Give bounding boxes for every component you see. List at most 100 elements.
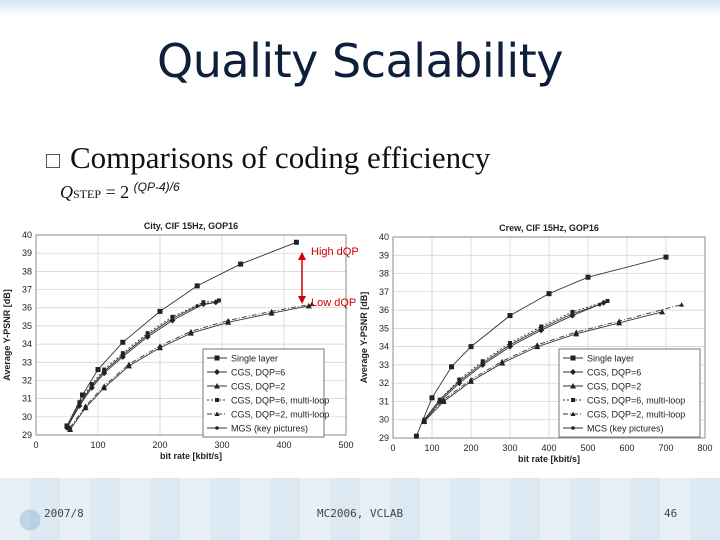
chart0-legend-label-3: CGS, DQP=6, multi-loop	[231, 396, 329, 406]
chart1-series-0-point-5	[546, 291, 552, 297]
chart1-series-3-point-5	[539, 324, 544, 329]
chart0-series-4-point-7	[269, 308, 275, 314]
chart1-ytick-label-6: 35	[379, 323, 389, 333]
chart0-ylabel: Average Y-PSNR [dB]	[2, 289, 12, 381]
chart0-series-line-3	[66, 300, 219, 427]
chart0-series-3-point-1	[77, 400, 82, 405]
footer-center: MC2006, VCLAB	[317, 507, 404, 520]
chart1-series-5-point-4	[508, 343, 512, 347]
chart0-series-line-0	[66, 241, 297, 427]
chart1-ytick-label-1: 30	[379, 415, 389, 425]
chart1-legend-label-1: CGS, DQP=6	[587, 368, 641, 378]
chart1-series-4-point-4	[534, 342, 540, 347]
chart0-series-3-point-7	[201, 300, 206, 305]
chart0-series-0-point-4	[157, 308, 163, 314]
chart1-legend-marker-1	[570, 369, 576, 375]
chart1-legend-label-3: CGS, DQP=6, multi-loop	[587, 396, 685, 406]
chart1-xtick-label-6: 600	[619, 443, 634, 453]
chart0-series-5-point-7	[195, 304, 199, 308]
top-decor-band	[0, 0, 720, 16]
chart1-legend-label-4: CGS, DQP=2, multi-loop	[587, 410, 685, 420]
chart0-series-3-point-6	[170, 314, 175, 319]
chart1-xtick-label-7: 700	[658, 443, 673, 453]
chart0-series-5-point-0	[65, 425, 69, 430]
chart0-xtick-label-2: 200	[152, 440, 167, 450]
chart0-legend-label-2: CGS, DQP=2	[231, 382, 285, 392]
chart0-xtick-label-4: 400	[276, 440, 291, 450]
chart1-ytick-label-11: 40	[379, 232, 389, 242]
chart0-series-4-point-1	[83, 403, 89, 408]
chart1-xtick-label-8: 800	[697, 443, 712, 453]
chart1-series-4-point-2	[468, 377, 474, 382]
formula-equals: = 2	[101, 182, 134, 202]
chart1-series-3-point-6	[570, 309, 575, 314]
chart1-series-5-point-2	[457, 379, 462, 384]
chart0-legend-label-0: Single layer	[231, 354, 278, 364]
chart0-series-0-point-7	[293, 239, 299, 245]
formula-q: Q	[60, 182, 73, 202]
chart0-series-5-point-8	[214, 300, 218, 305]
chart1-ytick-label-2: 31	[379, 396, 389, 406]
chart0-legend-marker-1	[214, 369, 220, 375]
chart1-series-5-point-7	[597, 302, 602, 307]
chart1-ytick-label-5: 34	[379, 342, 389, 352]
chart1-series-3-point-4	[508, 340, 512, 345]
chart1-legend-label-2: CGS, DQP=2	[587, 382, 641, 392]
chart0-ytick-label-3: 32	[22, 375, 32, 385]
chart1-series-5-point-3	[480, 361, 485, 365]
chart1-xlabel: bit rate [kbit/s]	[518, 454, 580, 464]
chart1-ytick-label-0: 29	[379, 433, 389, 443]
chart0-ytick-label-2: 31	[22, 394, 32, 404]
chart0-ytick-label-7: 36	[22, 303, 32, 313]
chart1-series-0-point-0	[413, 433, 419, 439]
chart1-ytick-label-7: 36	[379, 305, 389, 315]
footer-page-number: 46	[664, 507, 678, 520]
chart1-legend-marker-2	[570, 383, 576, 389]
chart0-legend-marker-0	[214, 355, 220, 361]
chart1-series-1-point-4	[507, 343, 513, 350]
chart0-series-0-point-1	[80, 392, 85, 398]
chart1-series-0-point-3	[468, 344, 474, 350]
chart0-series-4-point-4	[157, 343, 163, 348]
chart1-series-0-point-4	[507, 313, 513, 319]
chart0-series-3-point-4	[120, 351, 125, 356]
chart0-ytick-label-10: 39	[22, 248, 32, 258]
chart1-series-line-5	[423, 304, 600, 421]
chart1-title: Crew, CIF 15Hz, GOP16	[499, 223, 599, 233]
chart1-series-4-point-6	[616, 318, 622, 324]
chart1-legend-marker-4	[570, 411, 576, 416]
chart1-series-5-point-1	[438, 397, 442, 402]
bottom-decor-band	[0, 478, 720, 540]
chart0-series-3-point-2	[89, 382, 94, 387]
slide-title: Quality Scalability	[157, 34, 563, 88]
chart1-legend-marker-0	[570, 355, 576, 361]
chart0-series-4-point-2	[101, 383, 107, 388]
chart-city: 29 30 31 32 33 34 35 36 37 38 39 40 0 100 200 300 400 500…	[0, 222, 356, 470]
chart0-legend-label-5: MGS (key pictures)	[231, 424, 308, 434]
chart1-series-3-point-2	[457, 377, 462, 382]
chart1-xtick-label-5: 500	[580, 443, 595, 453]
chart0-series-3-point-0	[65, 423, 69, 428]
chart0-title: City, CIF 15Hz, GOP16	[144, 222, 238, 231]
chart0-plot-frame	[35, 234, 347, 436]
chart0-series-line-5	[66, 301, 216, 428]
low-dqp-label: Low dQP	[311, 297, 357, 309]
chart1-series-0-point-7	[663, 254, 669, 260]
chart1-series-4-point-3	[499, 358, 505, 364]
formula-exponent: (QP-4)/6	[133, 180, 180, 194]
chart0-series-5-point-3	[102, 369, 106, 374]
chart0-series-line-1	[66, 301, 216, 428]
chart0-series-4-point-5	[188, 328, 194, 334]
chart1-series-3-point-3	[480, 359, 485, 364]
chart0-series-3-point-5	[145, 331, 150, 336]
chart0-series-0-point-5	[194, 283, 200, 289]
chart1-series-line-2	[423, 311, 663, 422]
chart1-xtick-label-0: 0	[390, 443, 395, 453]
footer-date: 2007/8	[44, 507, 84, 520]
chart1-ytick-label-10: 39	[379, 250, 389, 260]
chart0-series-2-point-8	[305, 302, 312, 309]
chart1-legend-label-0: Single layer	[587, 354, 634, 364]
chart0-ytick-label-0: 29	[22, 430, 32, 440]
chart0-series-5-point-5	[145, 333, 150, 337]
